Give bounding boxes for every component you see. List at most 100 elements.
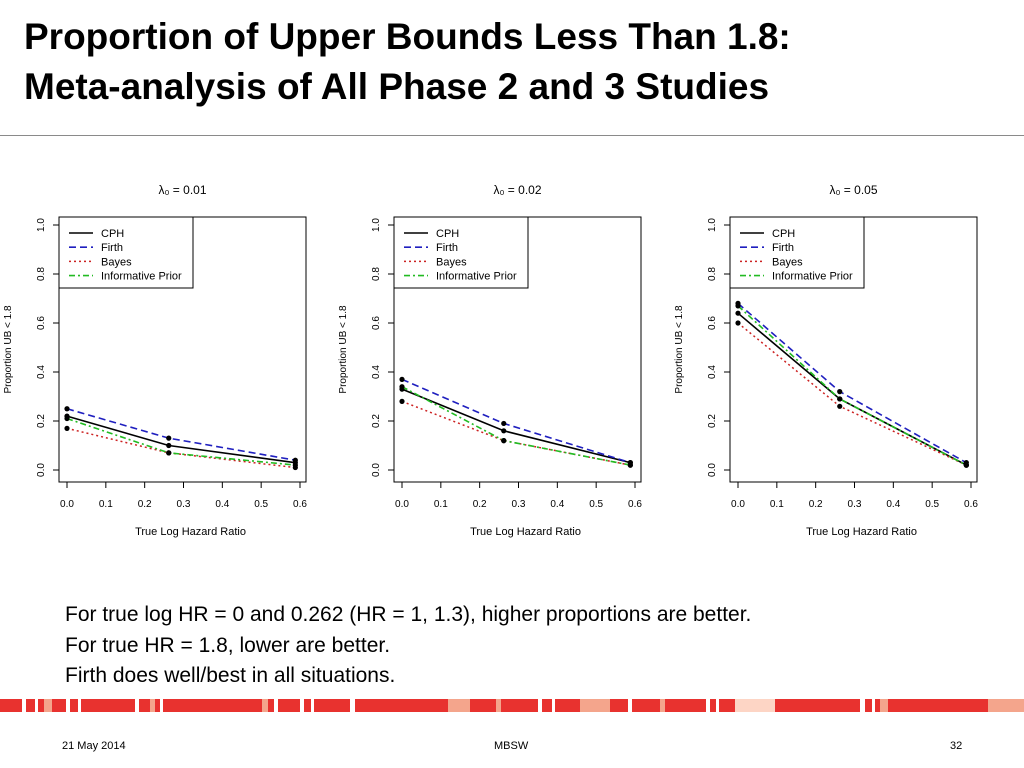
panel-1-series-firth-line (66, 407, 296, 461)
panel-1-x-tick-label: 0.6 (293, 499, 307, 510)
panel-3-legend-label-informative-prior: Informative Prior (772, 271, 853, 283)
panel-2-x-axis-label: True Log Hazard Ratio (470, 526, 581, 538)
stripe-segment (872, 699, 875, 712)
panel-2-x-tick-label: 0.2 (473, 499, 487, 510)
stripe-segment (735, 699, 775, 712)
panel-1-y-axis-label: Proportion UB < 1.8 (3, 305, 14, 394)
stripe-segment (66, 699, 70, 712)
panel-3-x-tick-label: 0.0 (731, 499, 745, 510)
panel-2-y-tick-label: 1.0 (371, 218, 382, 232)
stripe-segment (448, 699, 470, 712)
footer-page-number: 32 (950, 740, 963, 752)
panel-3-series-bayes-point (735, 320, 741, 326)
panel-3-x-tick-label: 0.2 (809, 499, 823, 510)
panel-1-series-firth-point (166, 435, 172, 441)
panel-3-legend-label-cph: CPH (772, 228, 795, 240)
stripe-segment (44, 699, 52, 712)
stripe-segment (660, 699, 665, 712)
panel-2-y-tick-label: 0.8 (371, 267, 382, 281)
panel-2-x-tick-label: 0.5 (589, 499, 603, 510)
panel-3-x-tick-label: 0.6 (964, 499, 978, 510)
stripe-segment (860, 699, 865, 712)
panel-3-series-cph-point (735, 310, 741, 316)
stripe-segment (496, 699, 501, 712)
panel-2-series-cph-line (401, 388, 631, 464)
note-line-2: For true HR = 1.8, lower are better. (65, 633, 391, 657)
panel-1-series-bayes-point (64, 425, 70, 431)
panel-1-y-tick-label: 0.4 (36, 365, 47, 379)
panel-2-x-tick-label: 0.3 (512, 499, 526, 510)
panel-2-y-tick-label: 0.0 (371, 463, 382, 477)
panel-3-y-tick-label: 1.0 (707, 218, 718, 232)
stripe-segment (135, 699, 139, 712)
panel-1-x-tick-label: 0.5 (254, 499, 268, 510)
panel-2-legend-label-informative-prior: Informative Prior (436, 271, 517, 283)
panel-1-legend-label-firth: Firth (101, 242, 123, 254)
panel-2-series-firth-point (501, 420, 507, 427)
panel-1-y-tick-label: 0.6 (36, 316, 47, 330)
panel-1-series-informative-prior-point (64, 415, 70, 422)
panel-3-y-tick-label: 0.8 (707, 267, 718, 281)
panel-1-series-informative-prior-point (166, 450, 172, 456)
footer-stripe (0, 699, 1024, 712)
panel-1-x-tick-label: 0.1 (99, 499, 113, 510)
panel-2-x-tick-label: 0.4 (550, 499, 564, 510)
slide-title-line-1: Proportion of Upper Bounds Less Than 1.8… (24, 16, 791, 57)
panel-2-series-firth-point (399, 376, 405, 382)
panel-1-series-firth-point (292, 457, 298, 463)
panel-3-x-tick-label: 0.1 (770, 499, 784, 510)
panel-3-x-tick-label: 0.4 (886, 499, 900, 510)
panel-3-y-tick-label: 0.6 (707, 316, 718, 330)
panel-1-x-axis-label: True Log Hazard Ratio (135, 526, 246, 538)
panel-2-series-firth-line (401, 378, 631, 464)
panel-3-series-informative-prior-line (737, 305, 967, 466)
footer-date: 21 May 2014 (62, 740, 126, 752)
panel-2-series-informative-prior-point (627, 462, 633, 468)
panel-2-y-tick-label: 0.2 (371, 414, 382, 428)
panel-2-series-bayes-line (401, 400, 631, 466)
panel-1-y-tick-label: 1.0 (36, 218, 47, 232)
panel-3-series-firth-line (737, 302, 967, 464)
panel-1-x-tick-label: 0.2 (138, 499, 152, 510)
note-line-3: Firth does well/best in all situations. (65, 664, 396, 687)
panel-3-x-axis-label: True Log Hazard Ratio (806, 526, 917, 538)
panel-1-legend-label-bayes: Bayes (101, 256, 132, 268)
stripe-segment (78, 699, 81, 712)
panel-3-series-informative-prior-point (963, 462, 969, 468)
stripe-segment (552, 699, 555, 712)
panel-3-series-firth-point (837, 389, 843, 395)
panel-3-legend-label-bayes: Bayes (772, 256, 803, 268)
stripe-segment (988, 699, 1024, 712)
panel-2-series-informative-prior-point (399, 384, 405, 390)
panel-1-title: λ₀ = 0.01 (158, 183, 206, 197)
panel-2-legend-label-firth: Firth (436, 242, 458, 254)
panel-3-x-tick-label: 0.5 (925, 499, 939, 510)
slide-title: Proportion of Upper Bounds Less Than 1.8… (24, 12, 1004, 112)
stripe-segment (22, 699, 26, 712)
panel-2-legend-box (393, 216, 529, 289)
panel-1-series-informative-prior-point (292, 462, 298, 468)
notes-text: For true log HR = 0 and 0.262 (HR = 1, 1… (65, 600, 965, 692)
panel-2-series-bayes-point (399, 398, 405, 404)
panel-2-x-tick-label: 0.6 (628, 499, 642, 510)
stripe-segment (311, 699, 314, 712)
panel-2-y-tick-label: 0.6 (371, 316, 382, 330)
panel-2-series-cph-point (501, 428, 507, 434)
stripe-segment (300, 699, 304, 712)
stripe-segment (538, 699, 542, 712)
panel-3-y-tick-label: 0.4 (707, 365, 718, 379)
panel-1-legend-label-cph: CPH (101, 228, 124, 240)
panel-3-legend-box (729, 216, 865, 289)
stripe-segment (160, 699, 163, 712)
panel-1-series-cph-line (66, 415, 296, 464)
panel-1-x-tick-label: 0.0 (60, 499, 74, 510)
panel-3-y-tick-label: 0.0 (707, 463, 718, 477)
panel-3-series-bayes-point (837, 403, 843, 409)
panel-2-series-informative-prior-point (501, 438, 507, 444)
panel-1-y-tick-label: 0.8 (36, 267, 47, 281)
stripe-segment (274, 699, 278, 712)
panel-1-x-tick-label: 0.4 (215, 499, 229, 510)
panel-2-x-tick-label: 0.0 (395, 499, 409, 510)
stripe-segment (262, 699, 268, 712)
